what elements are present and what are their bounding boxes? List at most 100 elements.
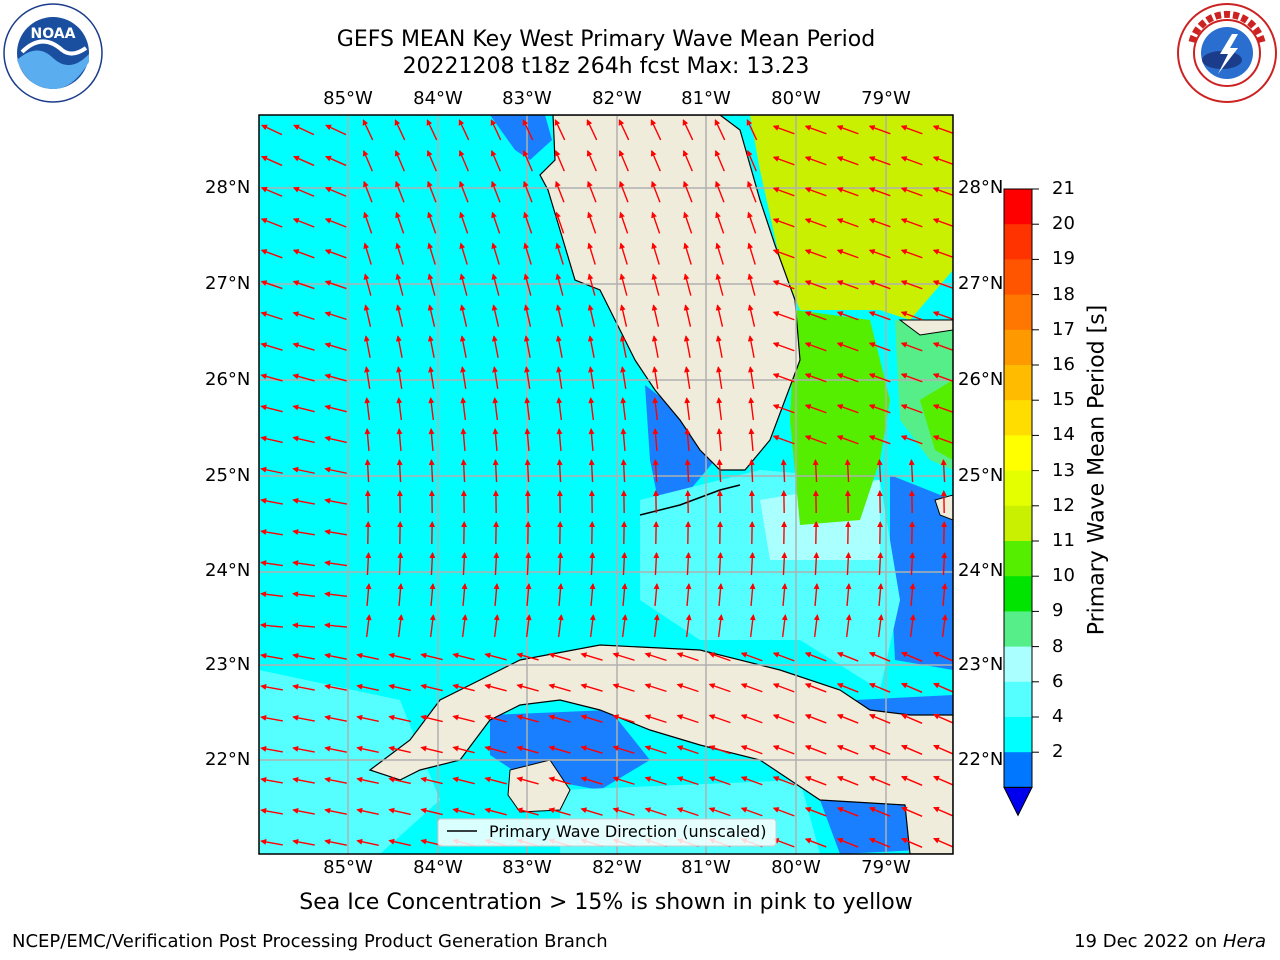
bahamas-land	[898, 319, 953, 336]
wave-arrow	[586, 119, 598, 141]
wave-arrow	[395, 242, 404, 265]
wave-arrow	[395, 211, 405, 234]
wave-arrow	[748, 428, 755, 452]
wave-arrow	[804, 776, 827, 786]
wave-arrow	[293, 124, 315, 136]
wave-arrow	[261, 155, 283, 167]
wave-arrow	[836, 249, 859, 259]
wave-arrow	[420, 714, 443, 723]
wave-arrow	[397, 614, 404, 638]
wave-arrow	[292, 311, 315, 321]
wave-arrow	[708, 683, 731, 693]
wave-arrow	[612, 745, 635, 754]
wave-arrow	[781, 552, 788, 576]
wave-arrow	[420, 807, 443, 816]
wave-arrow	[548, 683, 571, 692]
wave-arrow	[516, 807, 539, 816]
wave-arrow	[772, 373, 795, 383]
colorbar-extend-triangle	[1003, 786, 1033, 817]
wave-arrow	[708, 776, 731, 786]
wave-arrow	[388, 745, 411, 754]
wave-arrow	[395, 273, 404, 296]
wave-arrow	[388, 652, 411, 661]
wave-arrow	[644, 776, 667, 786]
wave-arrow	[900, 373, 923, 383]
wave-arrow	[363, 180, 373, 203]
wave-arrow	[804, 373, 827, 383]
wave-arrow	[548, 652, 571, 661]
wave-arrow	[292, 714, 315, 722]
wave-arrow	[516, 714, 539, 723]
wave-arrow	[260, 249, 283, 259]
wave-arrow	[748, 366, 755, 389]
wave-arrow	[651, 273, 660, 296]
wave-arrow	[260, 497, 283, 505]
wave-arrow	[292, 218, 315, 228]
wave-arrow	[746, 119, 758, 141]
colorbar-segment	[1004, 470, 1032, 507]
wave-arrow	[490, 149, 501, 172]
wave-arrow	[747, 335, 755, 358]
wave-arrow	[363, 273, 372, 296]
wave-arrow	[717, 552, 724, 576]
wave-arrow	[619, 211, 629, 234]
wave-arrow	[492, 428, 499, 452]
wave-arrow	[493, 552, 500, 576]
wave-arrow	[363, 335, 371, 358]
wave-arrow	[493, 614, 500, 638]
wave-arrow	[260, 466, 283, 474]
wave-arrow	[555, 335, 563, 358]
wave-arrow	[772, 683, 795, 693]
wave-arrow	[324, 745, 347, 753]
wave-arrow	[493, 583, 500, 607]
wave-arrow	[261, 124, 283, 136]
wave-arrow	[364, 428, 371, 452]
wave-arrow	[908, 459, 915, 483]
wave-arrow	[748, 459, 755, 483]
wave-arrow	[523, 242, 532, 265]
long-period-zone	[790, 310, 890, 525]
wave-arrow	[554, 119, 566, 141]
wave-arrow	[260, 714, 283, 722]
wave-arrow	[746, 149, 757, 172]
wave-arrow	[324, 218, 347, 228]
wave-arrow	[932, 218, 953, 228]
wave-arrow	[324, 622, 348, 629]
wave-arrow	[747, 273, 756, 296]
wave-arrow	[557, 614, 564, 638]
wave-arrow	[836, 682, 859, 693]
wave-arrow	[356, 745, 379, 754]
wave-arrow	[868, 342, 891, 352]
wave-arrow	[619, 304, 628, 327]
wave-arrow	[548, 807, 571, 816]
wave-arrow	[427, 242, 436, 265]
wave-arrow	[362, 149, 373, 172]
lat-label-right: 26°N	[958, 369, 1004, 390]
wave-arrow	[676, 807, 699, 817]
wave-direction-arrows	[260, 119, 953, 848]
wave-arrow	[557, 552, 564, 576]
wave-arrow	[804, 187, 827, 197]
wave-arrow	[683, 335, 691, 358]
wave-arrow	[845, 552, 852, 576]
wave-arrow	[683, 242, 692, 265]
wave-arrow	[260, 373, 283, 382]
wave-arrow	[836, 156, 859, 166]
wave-arrow	[556, 397, 563, 421]
wave-arrow	[772, 807, 795, 817]
wave-arrow	[868, 249, 891, 259]
wave-arrow	[324, 249, 347, 259]
wave-arrow	[932, 342, 953, 352]
wave-arrow	[516, 745, 539, 754]
wave-arrow	[620, 459, 627, 483]
wave-arrow	[900, 187, 923, 197]
wave-arrow	[644, 714, 667, 724]
wave-arrow	[427, 180, 437, 203]
wave-arrow	[555, 211, 565, 234]
wave-arrow	[292, 776, 315, 784]
colorbar-tick-label: 2	[1052, 741, 1064, 763]
wave-arrow	[749, 583, 756, 607]
wave-arrow	[716, 459, 723, 483]
wave-arrow	[365, 583, 372, 607]
wave-arrow	[260, 404, 283, 413]
